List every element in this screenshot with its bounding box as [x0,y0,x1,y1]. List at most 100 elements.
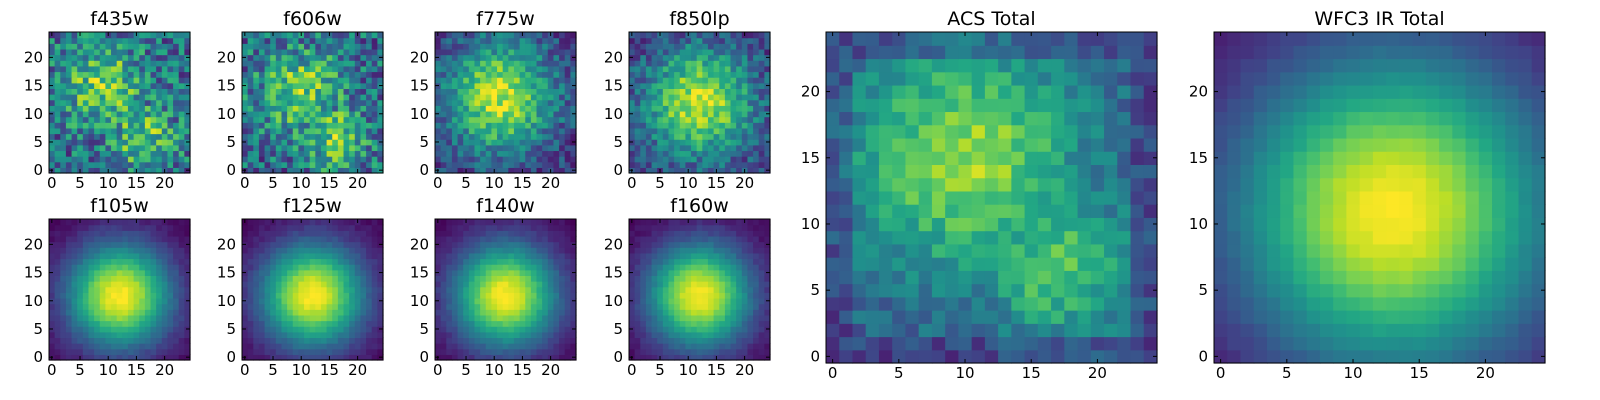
heatmap-cell [570,94,577,101]
heatmap-cell [634,133,641,140]
heatmap-cell [724,88,732,95]
heatmap-cell [645,71,653,78]
heatmap-cell [127,150,135,157]
heatmap-cell [60,161,67,168]
heatmap-cell [474,314,481,322]
heatmap-cell [480,105,487,112]
heatmap-cell [451,110,459,118]
heatmap-cell [491,54,498,61]
heatmap-cell [150,292,157,299]
heatmap-cell [242,348,249,355]
heatmap-cell [65,337,73,344]
heatmap-cell [161,314,169,322]
heatmap-cell [691,281,698,288]
heatmap-cell [662,161,670,168]
heatmap-cell [275,71,283,78]
heatmap-cell [178,264,185,271]
heatmap-cell [54,77,61,84]
heatmap-cell [292,60,299,67]
heatmap-cell [275,110,283,118]
heatmap-cell [559,122,566,129]
heatmap-cell [167,331,174,339]
heatmap-cell [696,292,703,299]
heatmap-cell [247,309,254,316]
heatmap-cell [337,65,345,73]
heatmap-cell [508,230,515,237]
heatmap-cell [497,88,504,95]
heatmap-cell [553,82,560,89]
heatmap-cell [133,37,140,44]
heatmap-cell [122,54,129,61]
heatmap-cell [508,77,515,84]
heatmap-cell [457,219,464,226]
heatmap-cell [724,337,732,344]
heatmap-cell [553,292,560,299]
heatmap-cell [65,122,73,129]
heatmap-cell [707,348,715,355]
heatmap-cell [491,110,498,118]
heatmap-cell [127,110,135,118]
heatmap-cell [691,32,698,39]
heatmap-cell [309,82,316,89]
heatmap-cell [491,37,498,44]
heatmap-cell [77,60,84,67]
heatmap-cell [247,37,254,44]
heatmap-cell [150,354,157,361]
heatmap-cell [54,292,61,299]
heatmap-cell [696,156,703,163]
heatmap-cell [133,264,140,271]
heatmap-cell [71,230,78,237]
heatmap-cell [730,65,737,73]
heatmap-cell [99,252,106,260]
heatmap-cell [270,105,277,112]
heatmap-cell [377,281,384,288]
heatmap-cell [651,331,658,339]
heatmap-cell [161,122,169,129]
x-tick-label: 10 [292,174,311,192]
heatmap-cell [309,139,316,146]
heatmap-cell [525,343,532,350]
heatmap-cell [150,230,157,237]
heatmap-cell [629,122,636,129]
heatmap-cell [645,156,653,163]
panel-title: f125w [283,195,342,217]
heatmap-cell [54,354,61,361]
y-tick-label: 5 [419,320,429,338]
heatmap-cell [184,258,191,265]
heatmap-cell [287,230,294,237]
heatmap-cell [304,65,311,73]
heatmap-cell [315,286,322,293]
heatmap-cell [49,292,56,299]
heatmap-cell [491,94,498,101]
heatmap-cell [570,281,577,288]
heatmap-cell [674,354,681,361]
heatmap-cell [502,144,509,152]
heatmap-cell [281,331,288,339]
heatmap-cell [525,37,532,44]
heatmap-cell [736,292,743,299]
heatmap-cell [82,88,90,95]
heatmap-cell [719,331,726,339]
heatmap-cell [691,156,698,163]
heatmap-cell [497,297,504,305]
heatmap-cell [82,71,90,78]
heatmap-cell [167,219,174,226]
heatmap-cell [519,71,526,78]
heatmap-cell [258,343,266,350]
heatmap-cell [435,309,442,316]
heatmap-cell [674,275,681,282]
heatmap-cell [139,230,146,237]
heatmap-cell [724,292,732,299]
heatmap-cell [696,354,703,361]
heatmap-cell [94,110,101,118]
heatmap-cell [657,326,664,333]
heatmap-cell [741,292,749,299]
heatmap-cell [736,65,743,73]
heatmap-cell [629,309,636,316]
heatmap-cell [122,241,129,248]
heatmap-cell [270,82,277,89]
heatmap-cell [519,269,526,276]
heatmap-cell [702,161,709,168]
heatmap-cell [753,82,760,89]
heatmap-cell [674,167,681,174]
